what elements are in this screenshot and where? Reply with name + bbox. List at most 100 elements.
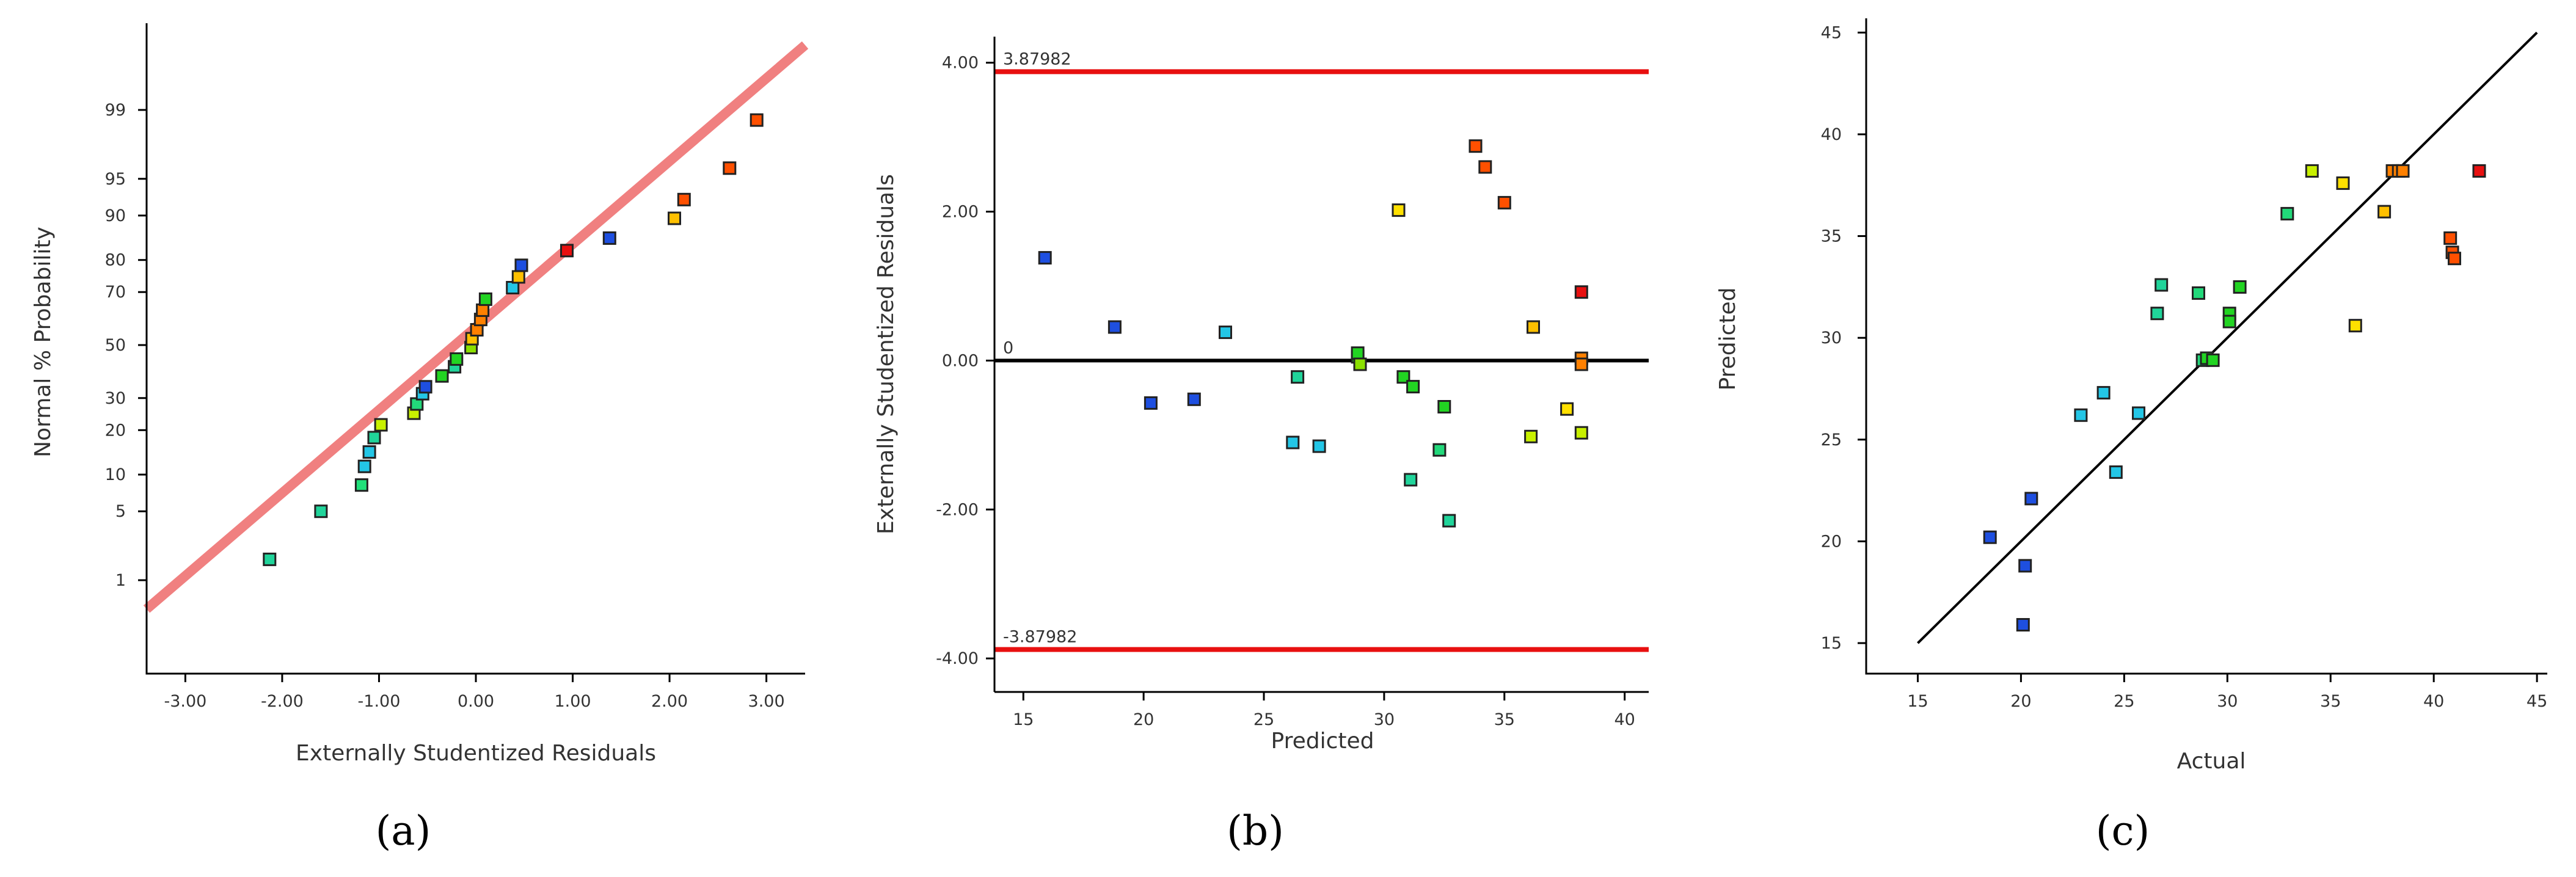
panel-b-data-point (1351, 346, 1365, 360)
panel-b-data-point (1437, 400, 1451, 413)
panel-c-data-point (2280, 206, 2294, 220)
panel-a-y-tick-label: 50 (105, 336, 126, 355)
panel-a-y-label: Normal % Probability (31, 227, 56, 457)
panel-c-data-point (2132, 406, 2145, 420)
panel-c-x-tick-label: 35 (2320, 692, 2341, 711)
panel-b-data-point (1524, 429, 1538, 443)
panel-c-data-point (2472, 164, 2486, 178)
panel-b-y-label: Externally Studentized Residuals (874, 174, 899, 534)
panel-a-y-tick-label: 30 (105, 389, 126, 408)
panel-a-data-point (450, 352, 464, 366)
panel-a-data-point (668, 211, 681, 225)
panel-c-axes (1865, 18, 2547, 675)
panel-a-data-point (602, 231, 616, 245)
panel-a-x-tick-label: 3.00 (748, 692, 785, 711)
panel-a-y-tick-label: 95 (105, 170, 126, 189)
panel-a-y-tick-label: 20 (105, 421, 126, 440)
panel-a-y-tick-label: 5 (115, 502, 126, 521)
panel-c-y-axis: 15 20 25 30 35 40 45 (1821, 23, 1866, 653)
panel-b-data-point (1574, 426, 1588, 440)
panel-b-data-point (1497, 195, 1511, 209)
panel-c-predicted-vs-actual: 15 20 25 30 35 40 45 15 20 25 30 35 40 45 Actual Pre… (1715, 18, 2547, 854)
panel-b-data-point (1286, 435, 1300, 449)
panel-a-y-axis: 1 5 10 20 30 50 70 80 90 95 99 (105, 101, 147, 590)
panel-c-data-point (2109, 465, 2123, 479)
panel-c-data-point (2377, 205, 2392, 219)
panel-c-data-point (2222, 315, 2236, 329)
panel-c-y-tick-label: 15 (1821, 634, 1842, 653)
panel-c-x-tick-label: 45 (2527, 692, 2547, 711)
panel-b-y-tick-label: 4.00 (942, 54, 979, 73)
panel-a-x-label: Externally Studentized Residuals (296, 741, 656, 766)
panel-a-x-tick-label: 1.00 (554, 692, 591, 711)
panel-b-residuals-vs-predicted: 15 20 25 30 35 40 -4.00 -2.00 0.00 2.00 4.00 3.87… (874, 37, 1649, 854)
panel-a-data-point (560, 244, 574, 258)
panel-a-data-point (362, 445, 376, 459)
panel-a-axes (145, 23, 805, 675)
panel-b-y-axis: -4.00 -2.00 0.00 2.00 4.00 (936, 54, 994, 668)
panel-b-upper-limit-label: 3.87982 (1003, 49, 1071, 68)
panel-a-data-point (314, 504, 328, 519)
panel-b-x-tick-label: 25 (1253, 710, 1274, 729)
panel-b-data-point (1219, 326, 1232, 340)
panel-a-x-tick-label: 0.00 (458, 692, 494, 711)
panel-c-data-point (2074, 408, 2088, 422)
panel-a-y-tick-label: 1 (115, 571, 126, 590)
panel-b-zero-line-label: 0 (1003, 338, 1013, 357)
panel-a-data-point (677, 192, 691, 206)
panel-b-x-axis: 15 20 25 30 35 40 (1013, 692, 1635, 729)
panel-a-y-tick-label: 70 (105, 283, 126, 302)
panel-b-data-point (1353, 357, 1367, 371)
panel-a-data-point (374, 418, 388, 432)
panel-c-data-point (2206, 353, 2220, 367)
panel-b-data-point (1574, 357, 1588, 371)
panel-b-y-tick-label: 2.00 (942, 203, 979, 222)
panel-c-y-tick-label: 25 (1821, 431, 1842, 449)
panel-a-x-tick-label: -1.00 (358, 692, 401, 711)
panel-b-x-label: Predicted (1271, 729, 1374, 754)
panel-c-data-point (2448, 252, 2461, 266)
panel-c-x-axis: 15 20 25 30 35 40 45 (1907, 674, 2547, 711)
panel-b-y-tick-label: 0.00 (942, 351, 979, 370)
panel-c-data-point (2396, 164, 2410, 178)
panel-b-data-point (1406, 380, 1420, 394)
panel-c-data-point (2150, 307, 2164, 321)
panel-c-y-tick-label: 20 (1821, 532, 1842, 551)
panel-c-x-tick-label: 15 (1907, 692, 1928, 711)
panel-c-data-point (1983, 530, 1997, 544)
panel-a-x-tick-label: 2.00 (651, 692, 688, 711)
panel-b-data-point (1432, 443, 1447, 457)
panel-c-data-point (2233, 280, 2247, 294)
panel-b-caption: (b) (1227, 807, 1284, 854)
panel-c-data-point (2305, 164, 2319, 178)
panel-c-y-tick-label: 30 (1821, 329, 1842, 348)
panel-c-data-point (2096, 386, 2111, 400)
panel-c-y-tick-label: 35 (1821, 227, 1842, 246)
panel-c-data-point (2192, 286, 2205, 300)
panel-b-data-point (1038, 251, 1052, 265)
panel-c-y-label: Predicted (1715, 288, 1740, 391)
panel-c-data-point (2016, 618, 2030, 631)
panel-c-y-tick-label: 45 (1821, 23, 1842, 42)
panel-b-lower-limit-label: -3.87982 (1003, 627, 1077, 646)
panel-c-x-label: Actual (2177, 749, 2246, 774)
panel-b-data-point (1574, 285, 1588, 299)
panel-a-x-axis: -3.00 -2.00 -1.00 0.00 1.00 2.00 3.00 (164, 674, 785, 711)
panel-a-plot-area (143, 41, 809, 613)
panel-a-data-point (354, 478, 368, 492)
panel-c-data-point (2336, 176, 2350, 190)
panel-a-data-point (418, 380, 432, 394)
panel-a-y-tick-label: 99 (105, 101, 126, 120)
panel-b-x-tick-label: 20 (1133, 710, 1154, 729)
panel-b-data-point (1560, 402, 1574, 416)
panel-c-data-point (2443, 231, 2457, 245)
panel-a-x-tick-label: -3.00 (164, 692, 206, 711)
panel-b-x-tick-label: 15 (1013, 710, 1034, 729)
panel-b-data-point (1291, 370, 1305, 384)
panel-b-data-point (1469, 139, 1483, 153)
panel-b-data-point (1187, 392, 1201, 406)
panel-b-data-point (1392, 203, 1406, 217)
panel-b-y-tick-label: -4.00 (936, 649, 979, 668)
panel-b-data-point (1107, 320, 1122, 334)
panel-a-caption: (a) (376, 807, 431, 854)
